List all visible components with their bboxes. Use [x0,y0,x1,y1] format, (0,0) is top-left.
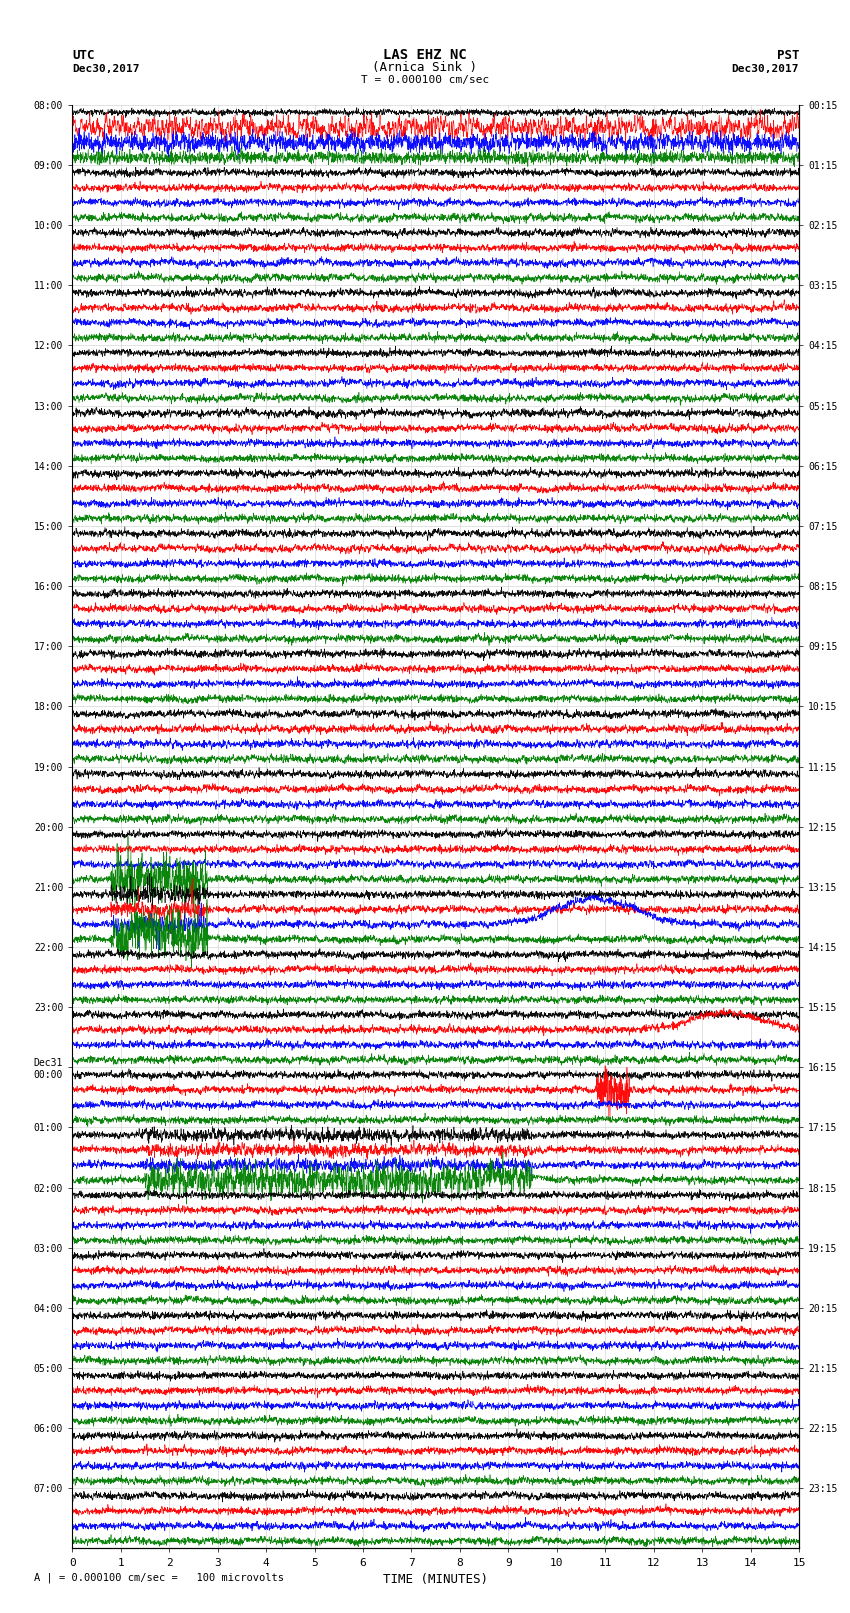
Text: Dec30,2017: Dec30,2017 [732,65,799,74]
X-axis label: TIME (MINUTES): TIME (MINUTES) [383,1573,488,1586]
Text: (Arnica Sink ): (Arnica Sink ) [372,61,478,74]
Text: PST: PST [777,48,799,63]
Text: T = 0.000100 cm/sec: T = 0.000100 cm/sec [361,76,489,85]
Text: Dec30,2017: Dec30,2017 [72,65,139,74]
Text: UTC: UTC [72,48,94,63]
Text: LAS EHZ NC: LAS EHZ NC [383,48,467,63]
Text: A | = 0.000100 cm/sec =   100 microvolts: A | = 0.000100 cm/sec = 100 microvolts [34,1573,284,1582]
